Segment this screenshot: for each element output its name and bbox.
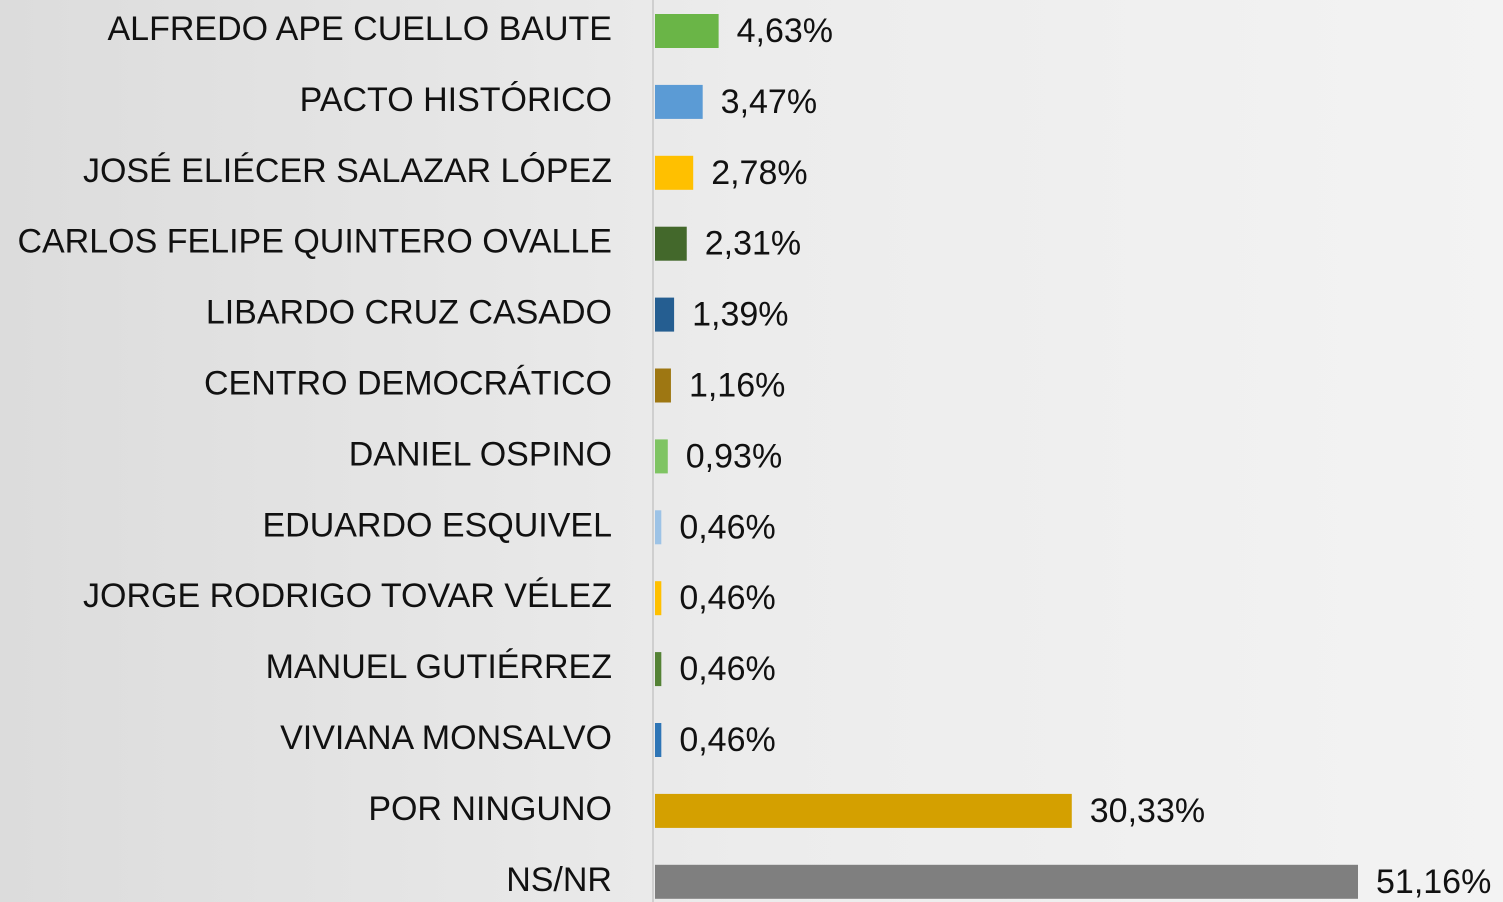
value-label: 1,16% bbox=[689, 366, 785, 404]
value-label: 0,46% bbox=[679, 508, 775, 546]
category-label: MANUEL GUTIÉRREZ bbox=[266, 648, 612, 686]
bar bbox=[655, 581, 662, 616]
category-label: VIVIANA MONSALVO bbox=[280, 719, 612, 757]
category-label: JORGE RODRIGO TOVAR VÉLEZ bbox=[83, 577, 612, 615]
value-label: 51,16% bbox=[1376, 863, 1491, 901]
category-label: NS/NR bbox=[506, 861, 612, 899]
bar bbox=[655, 155, 694, 190]
bar bbox=[655, 793, 1072, 828]
value-label: 2,31% bbox=[705, 225, 801, 263]
bar bbox=[655, 368, 671, 403]
value-label: 0,46% bbox=[679, 721, 775, 759]
value-label: 0,46% bbox=[679, 579, 775, 617]
bar bbox=[655, 14, 719, 48]
value-label: 0,46% bbox=[679, 650, 775, 688]
category-label: LIBARDO CRUZ CASADO bbox=[206, 294, 612, 332]
value-label: 0,93% bbox=[686, 437, 782, 475]
category-label: ALFREDO APE CUELLO BAUTE bbox=[108, 10, 613, 48]
bar bbox=[655, 84, 703, 119]
category-label: PACTO HISTÓRICO bbox=[300, 81, 612, 119]
category-label: EDUARDO ESQUIVEL bbox=[262, 506, 612, 544]
value-label: 30,33% bbox=[1090, 792, 1205, 830]
category-label: CENTRO DEMOCRÁTICO bbox=[204, 364, 612, 402]
value-label: 2,78% bbox=[711, 154, 807, 192]
bar bbox=[655, 864, 1358, 899]
value-label: 4,63% bbox=[737, 12, 833, 50]
value-label: 3,47% bbox=[721, 83, 817, 121]
bar bbox=[655, 510, 662, 545]
category-label: DANIEL OSPINO bbox=[349, 435, 612, 473]
category-label: POR NINGUNO bbox=[368, 790, 612, 828]
value-label: 1,39% bbox=[692, 296, 788, 334]
bar bbox=[655, 297, 675, 332]
category-label: JOSÉ ELIÉCER SALAZAR LÓPEZ bbox=[83, 152, 612, 190]
category-label: CARLOS FELIPE QUINTERO OVALLE bbox=[17, 223, 612, 261]
bar bbox=[655, 723, 662, 757]
bar bbox=[655, 226, 687, 261]
bar bbox=[655, 652, 662, 687]
bar bbox=[655, 439, 668, 474]
